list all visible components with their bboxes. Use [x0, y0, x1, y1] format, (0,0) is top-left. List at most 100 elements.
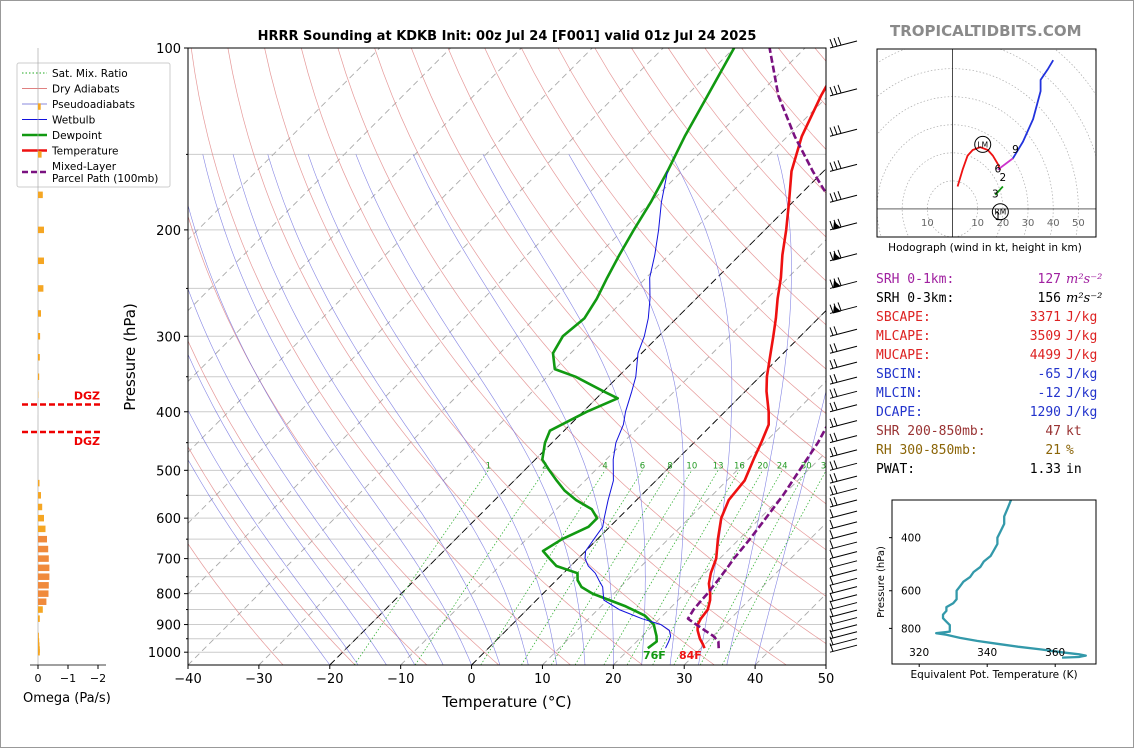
omega-tick-label: −2	[90, 672, 106, 685]
omega-bar	[37, 439, 38, 446]
hodograph-trace	[997, 157, 1014, 171]
theta-e-line	[935, 500, 1087, 659]
omega-bar	[37, 424, 38, 431]
mixing-ratio-label: 1	[486, 461, 491, 471]
wind-barb-feather	[837, 36, 842, 46]
mixing-ratio-label: 13	[713, 461, 724, 471]
legend-label: Dry Adiabats	[52, 84, 120, 96]
omega-bar	[38, 503, 43, 511]
omega-panel: DGZ DGZ 0 −1 −2	[22, 48, 106, 685]
pseudoadiabat	[188, 353, 387, 665]
omega-tick-label: −1	[60, 672, 76, 685]
index-unit: m²s⁻²	[1066, 291, 1103, 306]
theta-e-ylabel: Pressure (hPa)	[876, 546, 887, 618]
omega-bar	[38, 257, 44, 265]
hodograph-frame	[876, 48, 1097, 238]
hodograph-tick-label: 30	[1022, 218, 1035, 229]
wind-barb-feather	[829, 600, 834, 609]
hodograph-height-label: 1	[994, 211, 1001, 223]
isotherm-line	[188, 48, 735, 595]
wind-barb-flag	[833, 280, 841, 289]
omega-bar	[38, 598, 47, 605]
theta-e-x-tick-label: 320	[909, 647, 929, 659]
index-value: -65	[1037, 367, 1061, 382]
hodograph-traces	[956, 59, 1054, 196]
wind-barb-staff	[829, 586, 858, 595]
omega-tick-label: 0	[35, 672, 42, 685]
wind-barb-feather	[837, 191, 842, 200]
omega-bar	[38, 642, 40, 649]
dry-adiabat	[188, 215, 500, 665]
wind-barb-feather	[837, 277, 842, 286]
wind-barb-feather	[833, 473, 838, 482]
wind-barb-feather	[829, 549, 834, 558]
temperature-line	[696, 84, 826, 649]
isotherm-zero	[471, 309, 826, 665]
x-tick-label: −10	[387, 672, 414, 687]
wind-barb-feather	[829, 327, 834, 336]
skewt-axes: −40 −30 −20 −10 0 10 20 30 40 50 100 200 300 400 500 60…	[148, 42, 834, 687]
index-unit: %	[1066, 443, 1074, 458]
hodograph-trace	[1012, 59, 1054, 159]
index-value: 3509	[1029, 329, 1061, 344]
wind-barb-feather	[829, 304, 834, 313]
index-value: 3371	[1029, 310, 1061, 325]
legend-label: Mixed-Layer	[52, 161, 117, 173]
wind-barb-staff	[829, 594, 858, 603]
omega-bar	[38, 555, 49, 562]
wind-barb-feather	[829, 220, 834, 230]
mixing-ratio-label: 8	[667, 461, 672, 471]
mixing-ratio-label: 4	[602, 461, 607, 471]
wind-barb-feather	[833, 485, 838, 494]
isotherm-line	[400, 239, 826, 665]
wind-barb-feather	[829, 162, 834, 171]
omega-bar	[38, 525, 46, 533]
dry-adiabat	[521, 48, 826, 414]
pseudoadiabat	[232, 154, 501, 665]
omega-bar	[38, 492, 41, 499]
wind-barb-feather	[829, 540, 834, 549]
isotherm-minus20	[329, 168, 826, 665]
wind-barb-staff	[829, 435, 858, 444]
wind-barb-feather	[837, 302, 842, 311]
pseudoadiabat	[188, 204, 444, 665]
mixing-ratio-line	[354, 470, 489, 665]
hodograph-labels: 10 10 20 30 40 50 1 23 69 LM RM	[921, 135, 1085, 229]
index-value: 47	[1045, 424, 1061, 439]
y-tick-label: 900	[156, 619, 181, 634]
wind-barb-feather	[833, 85, 838, 95]
index-label: MUCAPE:	[876, 348, 931, 363]
wind-barb-feather	[829, 629, 834, 639]
index-unit: J/kg	[1066, 386, 1098, 401]
index-unit: J/kg	[1066, 405, 1098, 420]
wind-barb-feather	[829, 509, 834, 518]
wind-barb-staff	[829, 128, 858, 137]
wind-barb-feather	[829, 558, 834, 568]
wind-barb-feather	[829, 576, 834, 585]
skewt-legend[interactable]: Sat. Mix. Ratio Dry Adiabats Pseudoadiabat…	[16, 62, 171, 188]
wind-barb-feather	[829, 498, 834, 507]
hodograph-height-label: 6	[994, 163, 1001, 175]
wind-barb-staff	[829, 390, 858, 399]
pseudoadiabat	[726, 154, 792, 665]
x-tick-label: 50	[818, 672, 835, 687]
brand-watermark[interactable]: TROPICALTIDBITS.COM	[890, 22, 1082, 40]
legend-label: Parcel Path (100mb)	[52, 173, 158, 185]
wind-barb-feather	[833, 496, 838, 506]
x-tick-label: −20	[316, 672, 343, 687]
theta-e-y-tick-label: 600	[901, 586, 921, 598]
omega-xlabel: Omega (Pa/s)	[23, 691, 111, 706]
parcel-path-line	[686, 48, 826, 649]
legend-label: Sat. Mix. Ratio	[52, 68, 128, 80]
legend-label: Wetbulb	[52, 115, 96, 127]
pseudoadiabat	[267, 154, 529, 665]
wind-barb-feather	[829, 474, 834, 483]
wind-barb-feather	[829, 592, 834, 602]
mixing-ratio-label: 36	[821, 461, 832, 471]
pseudoadiabat	[188, 459, 331, 665]
isotherm-line	[188, 48, 806, 665]
wind-barb-staff	[829, 638, 858, 647]
wind-barb-flag	[833, 305, 841, 314]
skewt-ylabel: Pressure (hPa)	[121, 303, 139, 411]
wind-barb-staff	[829, 462, 858, 471]
